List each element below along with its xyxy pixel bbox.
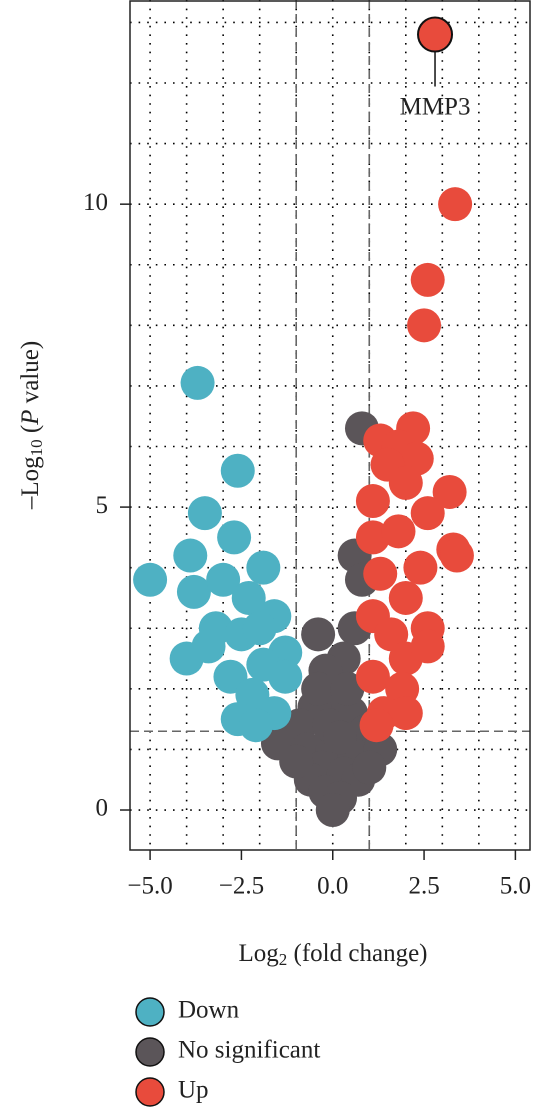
point	[439, 538, 474, 573]
point	[432, 474, 467, 509]
point	[381, 514, 416, 549]
x-title-part: Log	[239, 940, 280, 967]
plot-frame	[129, 0, 531, 851]
point	[359, 708, 394, 743]
point	[403, 550, 438, 585]
point	[410, 629, 445, 664]
point	[355, 484, 390, 519]
point	[418, 17, 453, 52]
legend-label: No significant	[178, 1037, 320, 1064]
point	[220, 453, 255, 488]
point	[407, 308, 442, 343]
x-tick-label: 0.0	[317, 873, 348, 900]
point	[191, 629, 226, 664]
y-title-part: (	[17, 425, 44, 440]
point	[133, 562, 168, 597]
legend-marker	[135, 1077, 165, 1107]
y-axis-title: –Log10 (P value)	[17, 341, 46, 510]
x-tick-label: 5.0	[500, 873, 531, 900]
point	[246, 550, 281, 585]
y-title-part: value)	[17, 341, 44, 410]
point	[410, 496, 445, 531]
point	[388, 696, 423, 731]
point	[388, 465, 423, 500]
y-tick-label: 5	[96, 492, 109, 519]
legend-marker	[135, 1037, 165, 1067]
point	[352, 750, 387, 785]
point	[438, 187, 473, 222]
x-tick-label: 2.5	[408, 873, 439, 900]
point	[176, 574, 211, 609]
point	[242, 611, 277, 646]
legend-marker	[135, 997, 165, 1027]
point	[410, 262, 445, 297]
y-title-part: P	[17, 410, 44, 426]
point	[180, 365, 215, 400]
point	[239, 708, 274, 743]
point	[355, 659, 390, 694]
point	[206, 562, 241, 597]
y-title-part: –Log	[17, 456, 44, 510]
point	[173, 538, 208, 573]
point	[268, 659, 303, 694]
point	[301, 671, 336, 706]
y-tick-label: 10	[83, 189, 108, 216]
x-title-part: (fold change)	[287, 940, 427, 967]
point	[388, 580, 423, 615]
point	[355, 520, 390, 555]
point	[330, 671, 365, 706]
x-title-part: 2	[279, 950, 288, 969]
x-tick-label: −5.0	[127, 873, 172, 900]
x-tick-label: −2.5	[219, 873, 264, 900]
y-title-part: 10	[27, 439, 46, 456]
x-axis-title: Log2 (fold change)	[239, 940, 428, 969]
point	[279, 744, 314, 779]
legend-label: Down	[178, 997, 240, 1024]
legend-label: Up	[178, 1077, 209, 1104]
point	[217, 520, 252, 555]
point	[323, 720, 358, 755]
point	[315, 793, 350, 828]
point	[363, 556, 398, 591]
point	[231, 580, 266, 615]
point	[301, 617, 336, 652]
y-tick-label: 0	[96, 795, 109, 822]
annotation-label: MMP3	[400, 93, 471, 120]
point	[187, 496, 222, 531]
